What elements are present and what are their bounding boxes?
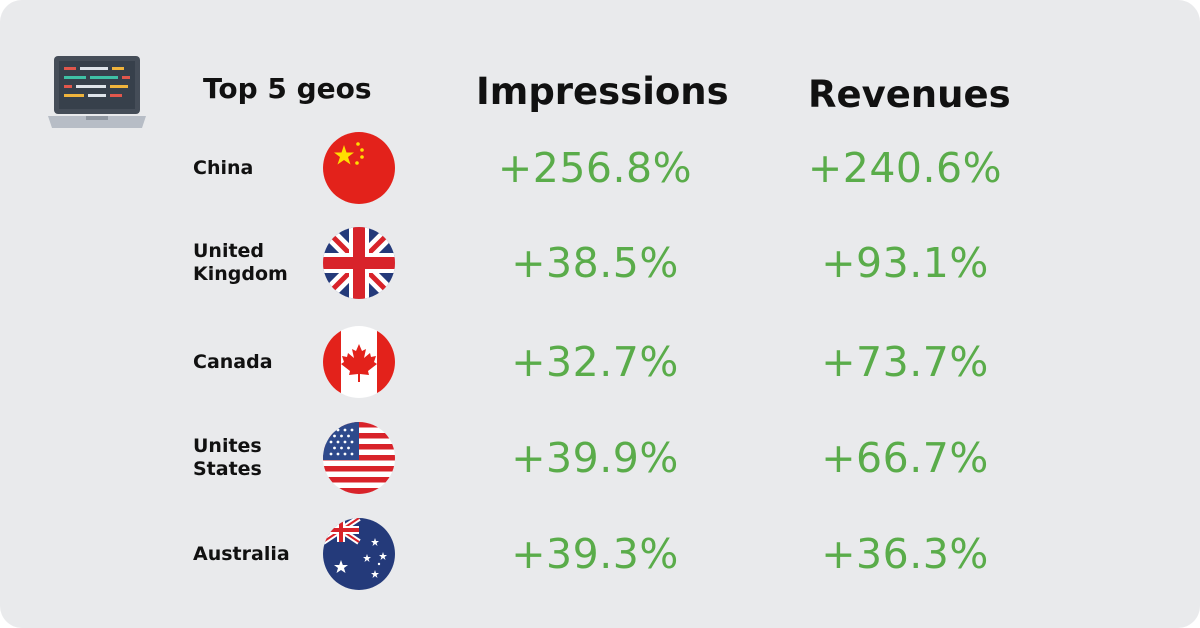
impressions-heading: Impressions [476, 70, 729, 113]
laptop-icon [48, 56, 146, 128]
table-row: China +256.8% +240.6% [0, 132, 1200, 204]
impressions-value: +32.7% [511, 338, 679, 386]
country-label: Australia [193, 542, 290, 565]
country-label: United Kingdom [193, 240, 288, 285]
australia-flag-icon [323, 518, 395, 590]
country-name: China [193, 132, 313, 204]
impressions-value: +256.8% [497, 144, 693, 192]
impressions-value: +39.9% [511, 434, 679, 482]
table-row: United Kingdom +38.5% +93.1% [0, 227, 1200, 299]
country-name: Unites States [193, 422, 313, 494]
country-label: China [193, 156, 254, 179]
impressions-value: +39.3% [511, 530, 679, 578]
revenues-value: +240.6% [807, 144, 1003, 192]
impressions-value: +38.5% [511, 239, 679, 287]
table-row: Canada +32.7% +73.7% [0, 326, 1200, 398]
usa-flag-icon [323, 422, 395, 494]
revenues-value: +93.1% [821, 239, 989, 287]
top-geos-heading: Top 5 geos [203, 72, 372, 105]
revenues-value: +36.3% [821, 530, 989, 578]
country-label: Canada [193, 350, 273, 373]
table-row: Australia +39.3% [0, 518, 1200, 590]
country-name: Australia [193, 518, 313, 590]
uk-flag-icon [323, 227, 395, 299]
country-name: United Kingdom [193, 227, 313, 299]
canada-flag-icon [323, 326, 395, 398]
revenues-value: +73.7% [821, 338, 989, 386]
china-flag-icon [323, 132, 395, 204]
country-label: Unites States [193, 435, 262, 480]
table-row: Unites States [0, 422, 1200, 494]
revenues-value: +66.7% [821, 434, 989, 482]
revenues-heading: Revenues [808, 73, 1011, 116]
country-name: Canada [193, 326, 313, 398]
